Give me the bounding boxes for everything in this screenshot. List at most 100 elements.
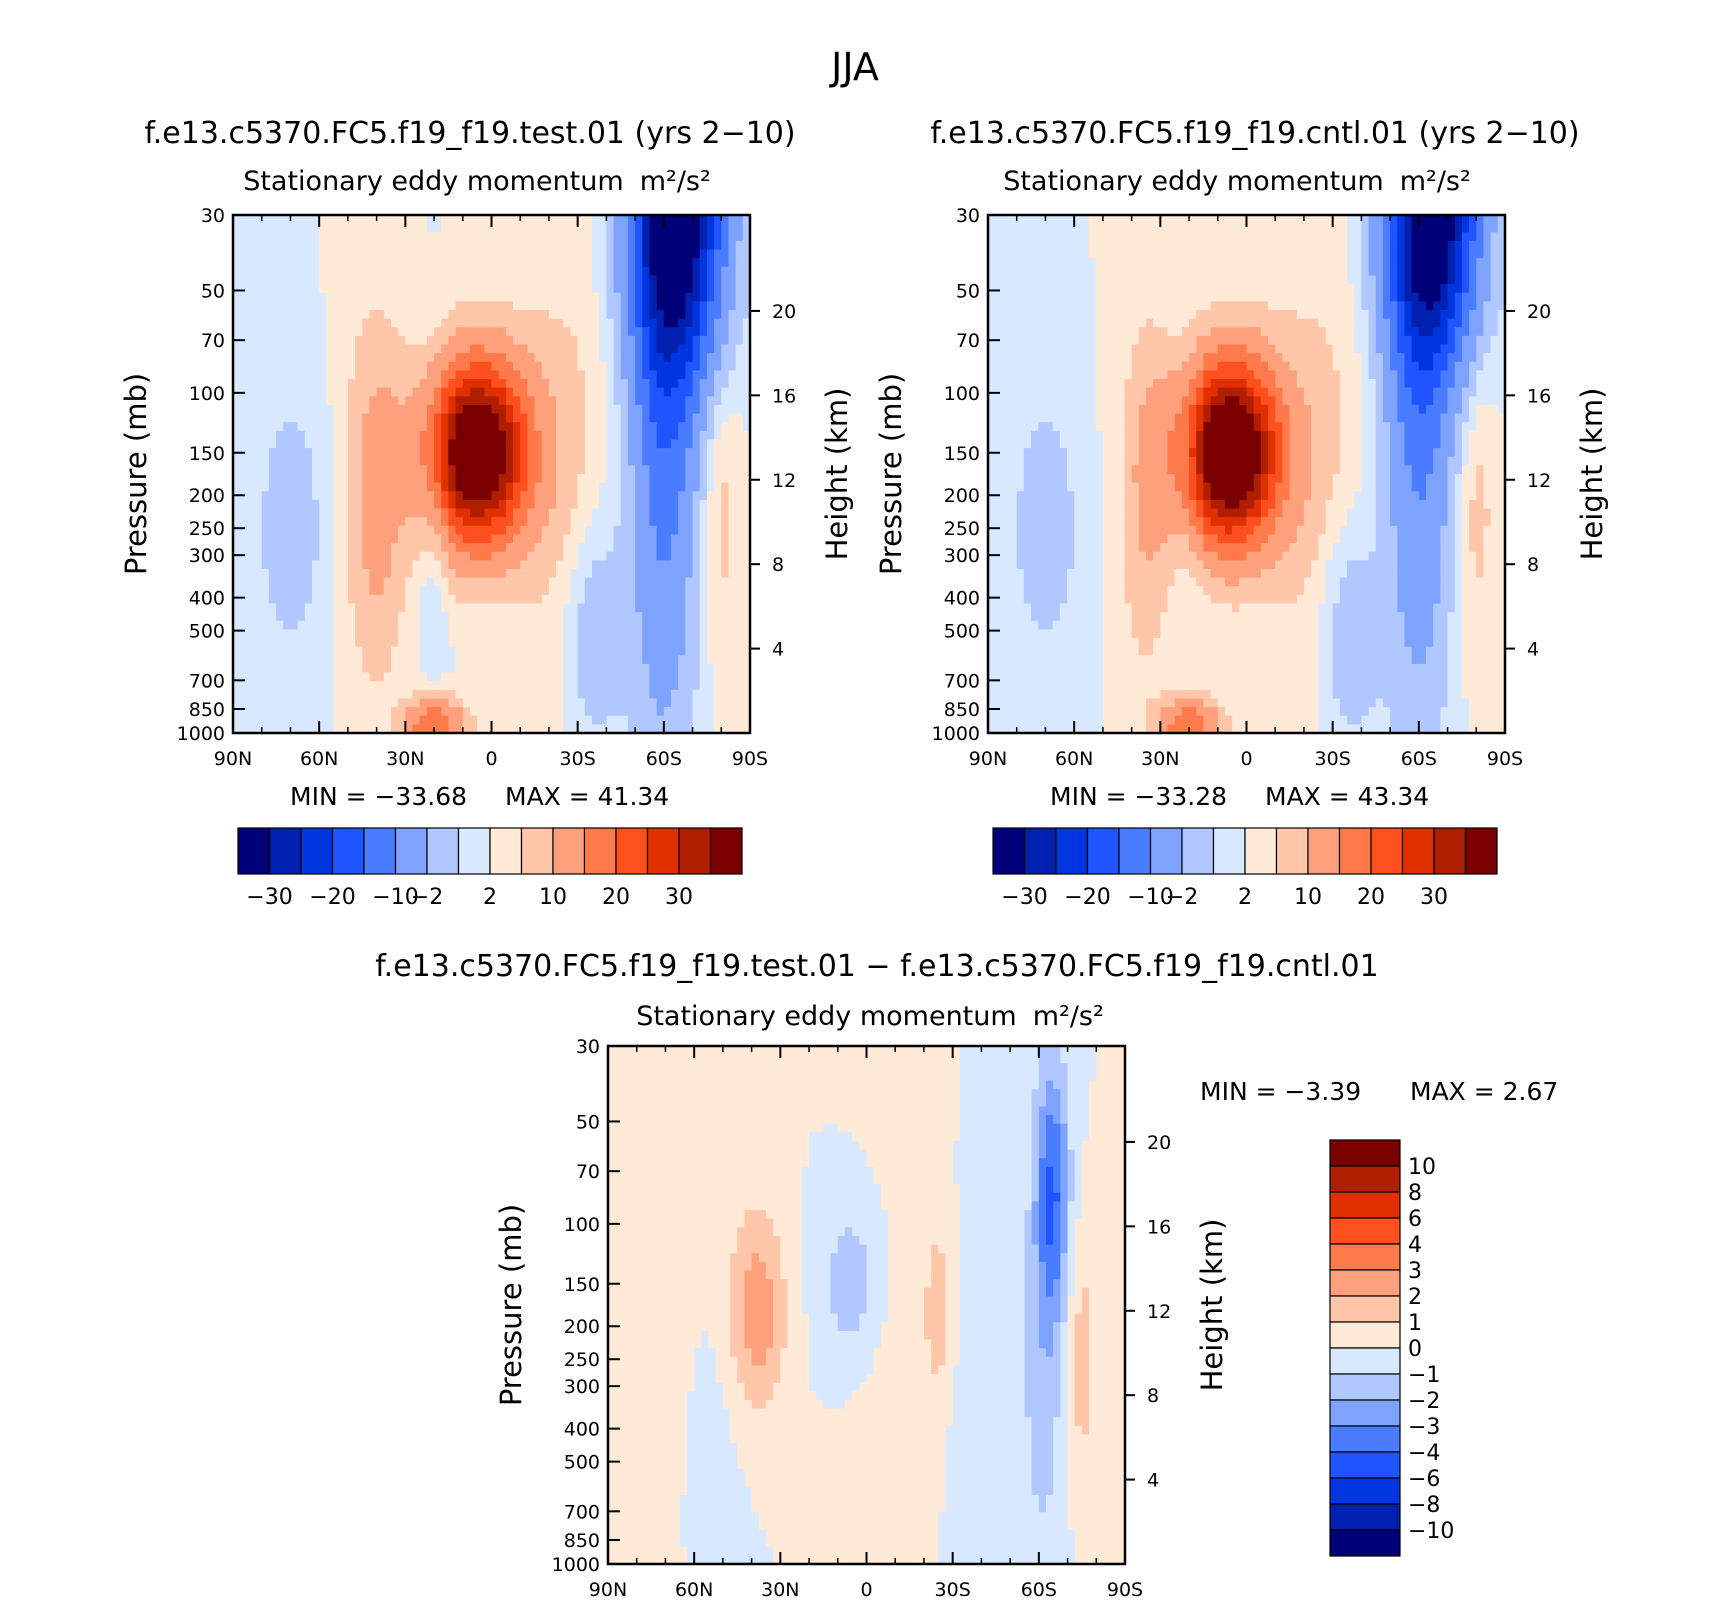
contour-cell	[434, 663, 442, 674]
contour-cell	[405, 560, 414, 570]
contour-field	[233, 215, 751, 734]
contour-cell	[498, 534, 507, 544]
contour-cell	[297, 499, 306, 510]
contour-cell	[627, 594, 636, 605]
contour-cell	[570, 353, 579, 363]
contour-cell	[1031, 361, 1039, 371]
contour-cell	[663, 387, 672, 397]
contour-cell	[376, 646, 385, 656]
contour-cell	[311, 577, 320, 587]
contour-cell	[254, 292, 263, 302]
contour-cell	[714, 456, 722, 466]
contour-cell	[520, 370, 528, 380]
contour-cell	[742, 715, 751, 725]
contour-cell	[584, 353, 593, 363]
colorbar-box	[426, 827, 460, 875]
contour-cell	[728, 240, 737, 251]
y-tick-label: 1000	[177, 723, 225, 745]
contour-cell	[742, 404, 751, 415]
contour-cell	[448, 309, 457, 320]
contour-cell	[671, 681, 679, 691]
contour-cell	[678, 508, 686, 518]
contour-cell	[347, 379, 356, 389]
contour-cell	[671, 344, 679, 354]
contour-cell	[441, 370, 450, 380]
contour-cell	[376, 594, 385, 605]
contour-cell	[491, 284, 500, 294]
contour-cell	[685, 577, 694, 587]
contour-cell	[699, 491, 708, 501]
contour-cell	[699, 594, 708, 605]
contour-cell	[635, 266, 643, 277]
contour-cell	[728, 456, 737, 466]
contour-cell	[491, 301, 500, 311]
contour-cell	[685, 292, 694, 302]
contour-cell	[340, 318, 349, 328]
contour-cell	[498, 586, 507, 596]
contour-cell	[995, 681, 1003, 691]
contour-cell	[268, 249, 277, 259]
contour-cell	[505, 646, 514, 656]
contour-cell	[462, 620, 471, 630]
contour-cell	[405, 215, 414, 225]
contour-cell	[319, 646, 327, 656]
contour-cell	[627, 327, 636, 337]
contour-cell	[721, 681, 730, 691]
contour-cell	[362, 543, 371, 553]
contour-cell	[398, 439, 406, 449]
contour-cell	[254, 672, 263, 682]
contour-cell	[699, 353, 708, 363]
contour-cell	[577, 309, 586, 320]
contour-cell	[635, 370, 643, 380]
contour-cell	[534, 465, 543, 475]
contour-cell	[283, 543, 292, 553]
contour-cell	[261, 560, 270, 570]
contour-cell	[606, 465, 615, 475]
contour-cell	[498, 456, 507, 466]
contour-cell	[714, 568, 722, 579]
contour-cell	[570, 309, 579, 320]
contour-cell	[699, 456, 708, 466]
contour-cell	[1009, 715, 1018, 725]
contour-cell	[728, 439, 737, 449]
contour-cell	[233, 508, 241, 518]
contour-cell	[1045, 215, 1054, 225]
contour-cell	[362, 482, 371, 492]
contour-cell	[254, 240, 263, 251]
contour-cell	[520, 698, 528, 708]
contour-cell	[548, 344, 557, 354]
contour-cell	[290, 508, 299, 518]
contour-cell	[290, 223, 299, 233]
contour-cell	[678, 353, 686, 363]
contour-cell	[541, 422, 550, 432]
contour-cell	[548, 517, 557, 527]
contour-cell	[448, 275, 457, 285]
contour-cell	[247, 396, 256, 406]
contour-cell	[592, 525, 600, 536]
contour-cell	[340, 275, 349, 285]
contour-cell	[333, 551, 342, 561]
contour-cell	[1045, 508, 1054, 518]
contour-cell	[1016, 335, 1025, 346]
contour-cell	[699, 387, 708, 397]
contour-cell	[613, 568, 622, 579]
contour-cell	[635, 361, 643, 371]
contour-cell	[570, 534, 579, 544]
contour-cell	[541, 715, 550, 725]
contour-cell	[398, 629, 406, 639]
contour-cell	[340, 240, 349, 251]
contour-cell	[419, 646, 428, 656]
contour-cell	[534, 353, 543, 363]
contour-cell	[548, 387, 557, 397]
contour-cell	[563, 594, 572, 605]
contour-cell	[714, 715, 722, 725]
contour-cell	[347, 249, 356, 259]
contour-cell	[441, 318, 450, 328]
contour-cell	[1023, 379, 1032, 389]
contour-cell	[1031, 404, 1039, 415]
contour-cell	[326, 689, 335, 700]
contour-cell	[1002, 603, 1011, 613]
contour-cell	[642, 491, 651, 501]
contour-cell	[484, 266, 493, 277]
contour-cell	[448, 240, 457, 251]
